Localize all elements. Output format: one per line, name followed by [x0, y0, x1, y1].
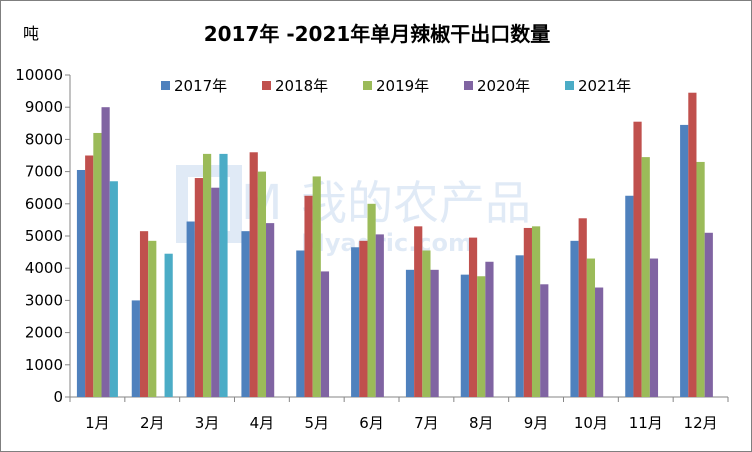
bar — [633, 121, 642, 397]
bar — [186, 221, 195, 397]
legend-swatch — [363, 81, 372, 90]
y-tick-label: 4000 — [25, 259, 63, 277]
bar — [375, 234, 384, 397]
bar — [688, 92, 697, 398]
legend-swatch — [565, 81, 574, 90]
bar — [680, 124, 689, 397]
bar — [359, 240, 368, 397]
bar — [148, 240, 157, 397]
legend-label: 2019年 — [376, 77, 429, 95]
bar — [649, 258, 659, 397]
y-tick-label: 5000 — [25, 227, 63, 245]
y-tick-label: 3000 — [25, 291, 63, 309]
bar — [468, 237, 478, 397]
legend-label: 2017年 — [174, 77, 227, 95]
legend-swatch — [161, 81, 170, 90]
bar — [641, 157, 650, 397]
bars-group — [76, 92, 713, 398]
bar — [460, 274, 469, 397]
x-tick-label: 11月 — [629, 414, 663, 432]
bar — [76, 169, 86, 397]
bar — [595, 287, 604, 397]
bar — [131, 300, 140, 397]
y-tick-label: 7000 — [25, 163, 63, 181]
bar — [249, 152, 258, 397]
bar — [422, 250, 431, 397]
x-tick-label: 7月 — [414, 414, 439, 432]
bar — [523, 227, 532, 397]
bar — [625, 195, 634, 397]
x-tick-label: 3月 — [195, 414, 220, 432]
bar — [139, 231, 149, 397]
y-tick-label: 9000 — [25, 98, 63, 116]
x-tick-label: 5月 — [304, 414, 329, 432]
y-tick-label: 1000 — [25, 356, 63, 374]
bar — [414, 226, 423, 397]
x-tick-label: 1月 — [85, 414, 110, 432]
x-tick-label: 8月 — [469, 414, 494, 432]
bar — [266, 223, 275, 397]
chart-title: 2017年 -2021年单月辣椒干出口数量 — [204, 22, 551, 46]
bar — [93, 132, 102, 397]
bar — [101, 107, 110, 397]
bar — [515, 255, 524, 397]
legend-swatch — [262, 81, 271, 90]
legend-label: 2021年 — [578, 77, 631, 95]
bar — [257, 171, 267, 397]
bar — [430, 269, 439, 397]
legend-label: 2018年 — [275, 77, 328, 95]
bar — [351, 247, 360, 397]
bar — [312, 176, 321, 397]
bar — [109, 181, 118, 397]
watermark-chinese-text: 我的农产品 — [301, 176, 531, 230]
bar — [578, 218, 587, 397]
y-tick-label: 10000 — [15, 66, 63, 84]
legend: 2017年 2018年 2019年 2020年 2021年 — [161, 77, 631, 95]
x-tick-label: 4月 — [250, 414, 275, 432]
bar — [477, 276, 486, 397]
bar — [405, 269, 415, 397]
watermark-english-text: Myagric.com — [301, 229, 473, 257]
bar — [586, 258, 596, 397]
y-tick-label: 8000 — [25, 130, 63, 148]
bar — [241, 231, 250, 397]
bar — [194, 178, 203, 397]
x-tick-label: 12月 — [684, 414, 718, 432]
bar — [296, 250, 305, 397]
bar — [320, 271, 330, 397]
bar — [304, 195, 313, 397]
bar — [696, 161, 705, 397]
bar — [211, 187, 220, 397]
bar — [85, 155, 94, 397]
y-axis: 0 1000 2000 3000 4000 5000 6000 7000 8000 9000 100… — [15, 66, 71, 406]
bar — [164, 253, 173, 397]
bar — [570, 240, 579, 397]
bar — [485, 261, 494, 397]
bar — [202, 153, 212, 397]
watermark: M 我的农产品 Myagric.com — [176, 165, 531, 257]
legend-swatch — [464, 81, 473, 90]
legend-label: 2020年 — [477, 77, 530, 95]
y-tick-label: 0 — [53, 388, 63, 406]
bar — [540, 284, 549, 397]
x-axis: 1月 2月 3月 4月 5月 6月 7月 8月 9月 10月 11月 12月 — [69, 396, 729, 432]
y-tick-label: 6000 — [25, 195, 63, 213]
bar — [367, 203, 376, 397]
bar — [704, 232, 713, 397]
x-tick-label: 10月 — [574, 414, 608, 432]
bar — [219, 153, 228, 397]
x-tick-label: 2月 — [140, 414, 165, 432]
y-axis-unit-label: 吨 — [23, 24, 39, 43]
x-tick-label: 9月 — [524, 414, 549, 432]
bar — [531, 226, 541, 397]
y-tick-label: 2000 — [25, 324, 63, 342]
x-tick-label: 6月 — [359, 414, 384, 432]
